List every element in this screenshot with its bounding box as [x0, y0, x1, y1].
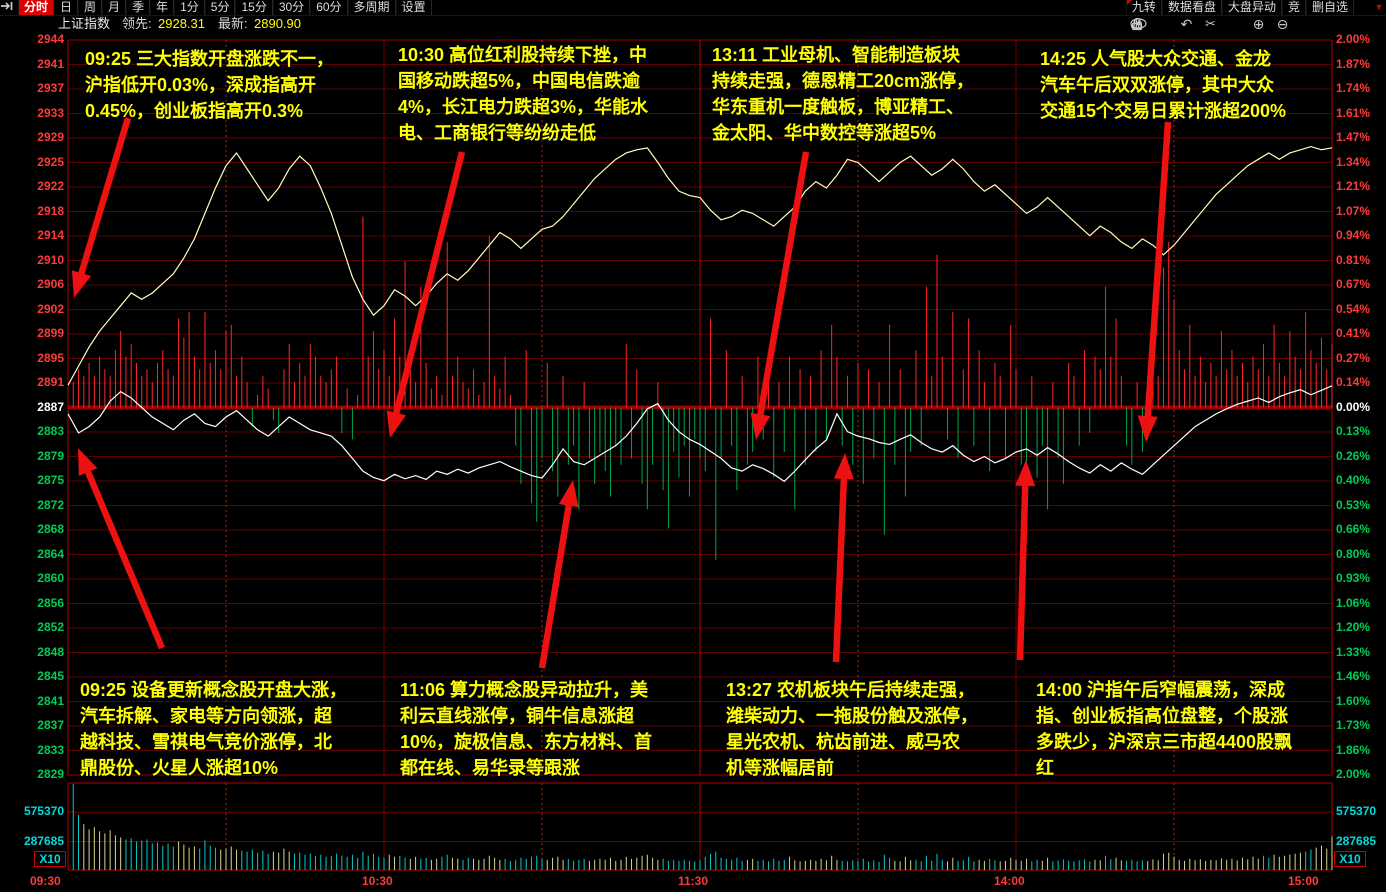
chart-titlebar: 上证指数 领先: 2928.31 最新: 2890.90 ↶ ✂ ⊕ ⊖	[0, 16, 1386, 33]
period-button-5[interactable]: 年	[150, 0, 175, 15]
period-button-2[interactable]: 周	[78, 0, 103, 15]
tool-button-3[interactable]: 竞	[1281, 0, 1306, 15]
period-button-12[interactable]: 设置	[395, 0, 432, 15]
zoom-out-icon[interactable]: ⊖	[1276, 16, 1289, 32]
undo-icon[interactable]: ↶	[1180, 16, 1193, 32]
period-button-6[interactable]: 1分	[174, 0, 205, 15]
annotation-arrow	[832, 470, 848, 663]
period-button-8[interactable]: 15分	[235, 0, 273, 15]
period-button-0[interactable]: 分时	[18, 0, 55, 15]
index-line	[67, 385, 1333, 483]
scissors-icon[interactable]: ✂	[1205, 16, 1216, 31]
last-label: 最新:	[218, 16, 248, 31]
annotation-arrow	[1016, 477, 1029, 661]
tool-button-2[interactable]: 大盘异动	[1221, 0, 1282, 15]
annotation-arrow	[538, 497, 574, 669]
annotation-arrowhead	[78, 448, 98, 476]
annotation-arrowhead	[750, 412, 771, 440]
period-button-3[interactable]: 月	[102, 0, 127, 15]
period-button-1[interactable]: 日	[54, 0, 79, 15]
tool-button-1[interactable]: 数据看盘	[1161, 0, 1222, 15]
period-button-4[interactable]: 季	[126, 0, 151, 15]
jump-to-latest-icon[interactable]	[1, 0, 1372, 15]
period-button-7[interactable]: 5分	[204, 0, 236, 15]
top-toolbar: 分时日周月季年 1分 5分 15分 30分 60分 多周期 设置 九转 数据看盘 大盘异动竞删自选…	[0, 0, 1386, 16]
annotation-arrowhead	[1137, 415, 1158, 442]
chart-tool-icons: ↶ ✂ ⊕ ⊖	[1130, 16, 1291, 32]
index-name: 上证指数	[58, 16, 111, 31]
annotation-arrow	[755, 151, 810, 423]
annotation-arrow	[76, 117, 132, 282]
lead-line	[67, 145, 1333, 386]
dropdown-caret-icon[interactable]: ▼	[1374, 2, 1384, 12]
period-button-11[interactable]: 多周期	[347, 0, 396, 15]
lock-icon[interactable]	[1131, 17, 1243, 31]
annotation-arrow	[391, 151, 466, 422]
annotation-arrowhead	[833, 453, 854, 480]
annotation-arrowhead	[386, 410, 407, 438]
period-button-9[interactable]: 30分	[272, 0, 311, 15]
tool-button-4[interactable]: 删自选	[1305, 0, 1354, 15]
annotation-arrowhead	[71, 270, 92, 298]
tool-button-0[interactable]: 九转	[1125, 0, 1162, 15]
annotation-arrow	[81, 463, 165, 650]
annotation-arrow	[1143, 121, 1172, 425]
annotation-arrowhead	[558, 480, 579, 508]
zoom-in-icon[interactable]: ⊕	[1252, 16, 1265, 32]
period-button-10[interactable]: 60分	[310, 0, 348, 15]
last-value: 2890.90	[254, 16, 301, 31]
tool-buttons: 九转 数据看盘 大盘异动竞删自选	[1125, 0, 1354, 15]
annotation-arrowhead	[1015, 460, 1036, 487]
period-buttons: 分时日周月季年 1分 5分 15分 30分 60分 多周期 设置	[18, 0, 432, 15]
lead-label: 领先:	[122, 16, 152, 31]
lead-value: 2928.31	[158, 16, 205, 31]
